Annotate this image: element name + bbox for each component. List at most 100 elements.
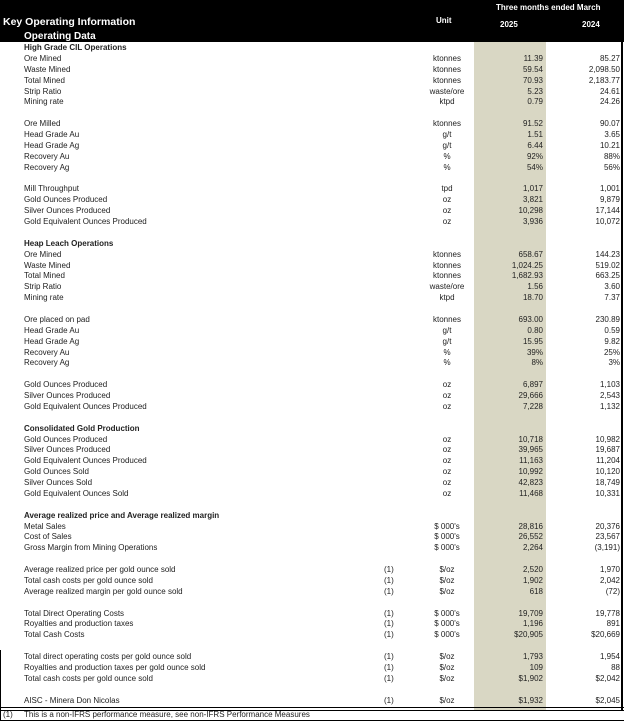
value-2024: 18,749 xyxy=(595,478,620,487)
unit-cell: oz xyxy=(442,456,452,466)
table-row: Head Grade Au g/t 0.80 0.59 xyxy=(0,326,624,337)
row-label: Average realized margin per gold ounce s… xyxy=(24,586,183,596)
row-label: Gross Margin from Mining Operations xyxy=(24,543,158,553)
unit-cell: oz xyxy=(442,434,452,444)
value-2024: 17,144 xyxy=(595,206,620,216)
row-label: Silver Ounces Produced xyxy=(24,445,111,455)
value-2025: 1,196 xyxy=(522,619,543,629)
unit-cell: % xyxy=(443,358,451,368)
period-header: Three months ended March xyxy=(496,3,601,12)
footnote-reference: (1) xyxy=(384,586,394,596)
row-label: Total Mined xyxy=(24,271,65,281)
row-label: Ore Milled xyxy=(24,119,61,129)
row-label: Ore Mined xyxy=(24,249,62,259)
spacer-row xyxy=(0,641,624,652)
table-row: Recovery Ag% 54% 56% xyxy=(0,163,624,174)
table-row: Average realized price per gold ounce so… xyxy=(0,565,624,576)
row-label: Waste Mined xyxy=(24,260,71,270)
row-label: Gold Equivalent Ounces Produced xyxy=(24,401,147,411)
value-2025: 1.51 xyxy=(527,130,543,139)
table-row: Royalties and production taxes (1) $ 000's… xyxy=(0,619,624,630)
unit-cell: oz xyxy=(442,195,452,205)
table-row: Gold Ounces Produced oz 3,821 9,879 xyxy=(0,195,624,206)
table-row: Silver Ounces Produced oz 10,298 17,144 xyxy=(0,206,624,217)
value-2024: (3,191) xyxy=(594,543,620,553)
unit-cell: $ 000's xyxy=(434,543,460,553)
table-row: AISC - Minera Don Nicolas (1) $/oz $1,932 $2… xyxy=(0,696,624,707)
row-label: Head Grade Au xyxy=(24,130,80,139)
table-row: Total Direct Operating Costs (1) $ 000's 19… xyxy=(0,609,624,620)
value-2024: 24.61 xyxy=(599,86,620,96)
section-heading-row: Average realized price and Average reali… xyxy=(0,511,624,522)
unit-cell: ktonnes xyxy=(432,271,462,281)
value-2025: 11,163 xyxy=(519,456,543,466)
value-2024: 663.25 xyxy=(595,271,620,281)
value-2024: 11,204 xyxy=(596,456,620,466)
value-2024: 23,567 xyxy=(595,532,620,542)
spacer-row xyxy=(0,413,624,424)
table-row: Total Mined ktonnes 1,682.93 663.25 xyxy=(0,271,624,282)
footnote-reference: (1) xyxy=(384,662,394,672)
table-row: Ore placed on pad ktonnes 693.00 230.89 xyxy=(0,315,624,326)
row-label: Total direct operating costs per gold ou… xyxy=(24,652,192,661)
value-2025: 15.95 xyxy=(522,336,543,346)
row-label: Head Grade Au xyxy=(24,325,80,335)
table-row: Gold Equivalent Ounces Produced oz 3,936 10… xyxy=(0,217,624,228)
row-label: Recovery Au xyxy=(24,151,70,161)
unit-cell: oz xyxy=(442,391,452,400)
unit-cell: $/oz xyxy=(439,586,455,596)
table-row: Ore Mined ktonnes 11.39 85.27 xyxy=(0,54,624,65)
unit-cell: oz xyxy=(442,478,452,487)
value-2025: 5.23 xyxy=(527,86,543,96)
value-2024: 85.27 xyxy=(599,53,620,63)
table-row: Total cash costs per gold ounce sold (1) $… xyxy=(0,576,624,587)
unit-cell: tpd xyxy=(441,184,453,194)
unit-cell: ktonnes xyxy=(432,314,462,324)
table-row: Head Grade Ag g/t 15.95 9.82 xyxy=(0,337,624,348)
row-label: Total cash costs per gold ounce sold xyxy=(24,575,153,585)
row-label: Gold Equivalent Ounces Produced xyxy=(24,217,147,226)
unit-cell: $ 000's xyxy=(434,608,460,618)
footnote-reference: (1) xyxy=(384,630,394,640)
row-label: Mining rate xyxy=(24,293,64,303)
value-2025: 28,816 xyxy=(518,521,543,531)
value-2025: $20,905 xyxy=(514,630,543,640)
row-label: Gold Equivalent Ounces Produced xyxy=(24,456,147,466)
row-label: Gold Ounces Produced xyxy=(24,434,108,444)
value-2025: 1,793 xyxy=(522,652,543,661)
table-row: Waste Mined ktonnes 1,024.25 519.02 xyxy=(0,261,624,272)
value-2024: 25% xyxy=(603,347,620,357)
unit-cell: oz xyxy=(442,467,452,477)
value-2024: 10,072 xyxy=(595,217,620,226)
value-2025: 0.80 xyxy=(527,325,543,335)
table-row: Head Grade Au g/t 1.51 3.65 xyxy=(0,130,624,141)
value-2024: 9,879 xyxy=(599,195,620,205)
value-2024: 10,331 xyxy=(595,488,620,498)
right-border xyxy=(621,0,623,711)
value-2025: 618 xyxy=(529,586,543,596)
row-label: Cost of Sales xyxy=(24,532,72,542)
spacer-row xyxy=(0,500,624,511)
spacer-row xyxy=(0,554,624,565)
value-2024: 1,103 xyxy=(599,380,620,390)
spacer-row xyxy=(0,369,624,380)
value-2024: 56% xyxy=(603,162,620,172)
unit-cell: waste/ore xyxy=(429,282,465,292)
row-label: AISC - Minera Don Nicolas xyxy=(24,695,120,705)
unit-cell: % xyxy=(443,347,451,357)
unit-cell: oz xyxy=(442,445,452,455)
value-2025: 0.79 xyxy=(527,97,543,107)
year-2024-header: 2024 xyxy=(582,20,600,29)
row-label: Heap Leach Operations xyxy=(24,238,114,248)
unit-cell: $ 000's xyxy=(434,532,460,542)
unit-cell: ktonnes xyxy=(432,249,462,259)
row-label: Ore Mined xyxy=(24,53,62,63)
unit-cell: $ 000's xyxy=(434,630,460,640)
value-2025: 3,936 xyxy=(522,217,543,226)
row-label: Recovery Ag xyxy=(24,162,70,172)
row-label: Royalties and production taxes xyxy=(24,619,134,629)
unit-cell: oz xyxy=(442,206,452,216)
unit-cell: g/t xyxy=(442,325,452,335)
value-2025: 91.52 xyxy=(522,119,543,129)
value-2025: 10,992 xyxy=(518,467,543,477)
